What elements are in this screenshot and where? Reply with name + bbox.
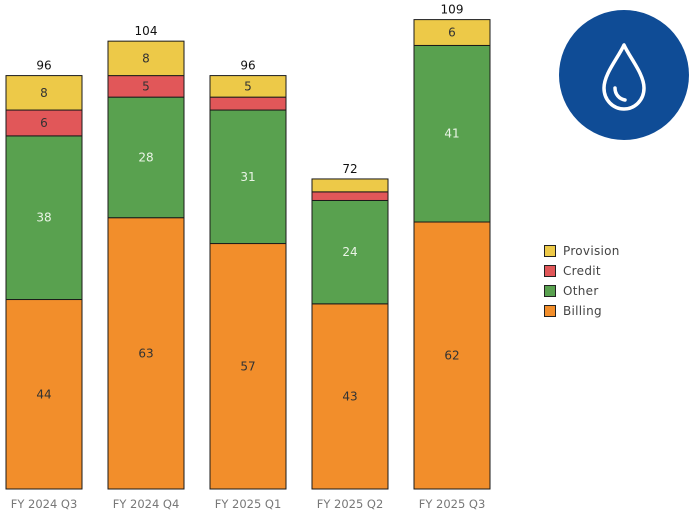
bar-provision-fy-2024-q3 xyxy=(5,75,83,111)
legend-swatch-credit xyxy=(544,265,556,277)
total-label-fy-2025-q3: 109 xyxy=(441,3,464,17)
bar-billing-fy-2024-q4 xyxy=(107,217,185,490)
data-label-billing-fy-2025-q1: 57 xyxy=(240,359,255,373)
legend-swatch-provision xyxy=(544,245,556,257)
legend-item-other: Other xyxy=(544,281,620,301)
legend-label-provision: Provision xyxy=(563,244,620,258)
data-label-billing-fy-2024-q4: 63 xyxy=(138,346,153,360)
bar-other-fy-2025-q2 xyxy=(311,199,389,305)
data-label-billing-fy-2025-q2: 43 xyxy=(342,389,357,403)
legend-swatch-other xyxy=(544,285,556,297)
stacked-bar-chart: 44 38 6 8 96 FY 2024 Q3 63 28 5 8 104 FY 2024 Q4 57 3… xyxy=(5,3,491,511)
bar-other-fy-2025-q1 xyxy=(209,109,287,245)
data-label-provision-fy-2025-q3: 6 xyxy=(448,26,456,40)
legend-item-credit: Credit xyxy=(544,261,620,281)
total-label-fy-2025-q1: 96 xyxy=(240,59,255,73)
bar-provision-fy-2024-q4 xyxy=(107,40,185,77)
data-label-other-fy-2025-q3: 41 xyxy=(444,127,459,141)
bar-other-fy-2025-q3 xyxy=(413,44,491,223)
data-label-other-fy-2024-q4: 28 xyxy=(138,150,153,164)
bar-credit-fy-2025-q2 xyxy=(311,191,389,201)
x-tick-label-fy-2024-q4: FY 2024 Q4 xyxy=(113,497,180,511)
chart-legend: Provision Credit Other Billing xyxy=(544,241,620,321)
data-label-provision-fy-2025-q1: 5 xyxy=(244,79,252,93)
bar-billing-fy-2025-q1 xyxy=(209,243,287,490)
bar-provision-fy-2025-q3 xyxy=(413,19,491,46)
total-label-fy-2024-q3: 96 xyxy=(36,59,51,73)
x-tick-label-fy-2025-q1: FY 2025 Q1 xyxy=(215,497,282,511)
total-label-fy-2025-q2: 72 xyxy=(342,162,357,176)
legend-label-billing: Billing xyxy=(563,304,602,318)
data-label-other-fy-2024-q3: 38 xyxy=(36,211,51,225)
total-label-fy-2024-q4: 104 xyxy=(135,24,158,38)
data-label-provision-fy-2024-q4: 8 xyxy=(142,51,150,65)
bar-other-fy-2024-q4 xyxy=(107,96,185,219)
bar-other-fy-2024-q3 xyxy=(5,135,83,301)
data-label-other-fy-2025-q1: 31 xyxy=(240,170,255,184)
bar-credit-fy-2025-q1 xyxy=(209,96,287,111)
data-label-credit-fy-2024-q3: 6 xyxy=(40,116,48,130)
water-logo xyxy=(559,10,689,140)
bar-billing-fy-2024-q3 xyxy=(5,299,83,490)
legend-label-other: Other xyxy=(563,284,599,298)
data-label-credit-fy-2024-q4: 5 xyxy=(142,79,150,93)
bar-billing-fy-2025-q3 xyxy=(413,221,491,490)
water-drop-icon xyxy=(602,43,646,111)
bar-provision-fy-2025-q2 xyxy=(311,178,389,193)
legend-item-provision: Provision xyxy=(544,241,620,261)
x-tick-label-fy-2025-q2: FY 2025 Q2 xyxy=(317,497,384,511)
data-label-billing-fy-2024-q3: 44 xyxy=(36,387,51,401)
bar-provision-fy-2025-q1 xyxy=(209,75,287,98)
x-tick-label-fy-2024-q3: FY 2024 Q3 xyxy=(11,497,78,511)
bar-billing-fy-2025-q2 xyxy=(311,303,389,490)
data-label-billing-fy-2025-q3: 62 xyxy=(444,349,459,363)
x-tick-label-fy-2025-q3: FY 2025 Q3 xyxy=(419,497,486,511)
legend-label-credit: Credit xyxy=(563,264,601,278)
data-label-provision-fy-2024-q3: 8 xyxy=(40,86,48,100)
data-label-other-fy-2025-q2: 24 xyxy=(342,245,357,259)
legend-item-billing: Billing xyxy=(544,301,620,321)
legend-swatch-billing xyxy=(544,305,556,317)
